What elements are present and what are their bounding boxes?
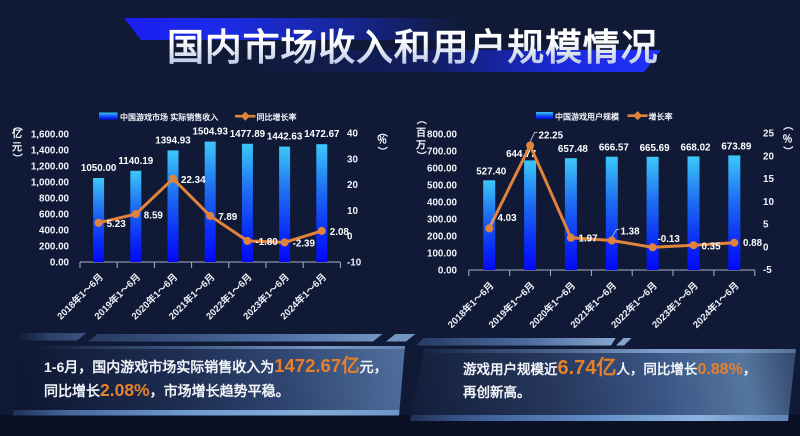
svg-text:5: 5 [763,220,769,231]
svg-text:元: 元 [12,142,22,154]
svg-text:4.03: 4.03 [498,213,518,224]
svg-text:666.57: 666.57 [599,143,630,154]
svg-text:400.00: 400.00 [427,198,458,209]
svg-text:中国游戏市场 实际销售收入: 中国游戏市场 实际销售收入 [120,112,218,122]
svg-text:0.88: 0.88 [743,238,763,249]
svg-text:）: ） [782,146,795,156]
svg-text:10: 10 [347,206,358,217]
svg-text:％: ％ [783,134,793,146]
svg-text:20: 20 [763,151,774,162]
svg-text:657.48: 657.48 [558,144,589,155]
svg-text:20: 20 [347,180,358,191]
svg-text:中国游戏用户规模: 中国游戏用户规模 [555,112,620,122]
svg-text:百: 百 [416,127,426,139]
svg-text:1.38: 1.38 [621,227,641,238]
svg-text:200.00: 200.00 [427,232,458,243]
svg-text:100.00: 100.00 [427,249,458,260]
svg-text:1472.67: 1472.67 [304,129,340,140]
svg-text:1,000.00: 1,000.00 [31,178,70,189]
svg-text:增长率: 增长率 [649,112,673,122]
svg-text:40: 40 [347,129,358,140]
svg-text:673.89: 673.89 [721,141,752,152]
svg-text:0.35: 0.35 [702,242,722,253]
svg-text:644.77: 644.77 [506,149,537,160]
svg-text:22.25: 22.25 [539,131,564,142]
svg-text:25: 25 [763,129,774,140]
svg-text:1,600.00: 1,600.00 [31,130,70,141]
svg-text:600.00: 600.00 [39,210,70,221]
svg-text:1504.93: 1504.93 [192,127,228,138]
svg-text:0: 0 [763,242,769,253]
svg-text:527.40: 527.40 [476,166,507,177]
svg-text:1477.89: 1477.89 [230,129,266,140]
svg-text:10: 10 [763,197,774,208]
svg-text:-1.80: -1.80 [255,237,278,248]
svg-text:0.00: 0.00 [438,266,458,277]
svg-text:2.08: 2.08 [330,227,350,238]
svg-text:1050.00: 1050.00 [81,163,117,174]
svg-text:同比增长率: 同比增长率 [257,112,297,122]
svg-text:7.89: 7.89 [218,212,238,223]
svg-text:万: 万 [415,140,426,152]
svg-text:-5: -5 [763,265,772,276]
svg-text:700.00: 700.00 [427,147,458,158]
svg-text:（: （ [415,115,428,125]
svg-text:8.59: 8.59 [144,210,164,221]
svg-text:亿: 亿 [12,127,22,140]
svg-text:％: ％ [377,135,387,147]
svg-text:1.97: 1.97 [579,234,599,245]
svg-text:400.00: 400.00 [39,226,70,237]
svg-text:800.00: 800.00 [39,194,70,205]
svg-text:665.69: 665.69 [640,143,671,154]
svg-text:-0.13: -0.13 [658,234,681,245]
svg-text:1442.63: 1442.63 [267,132,303,143]
svg-text:-2.39: -2.39 [293,239,316,250]
svg-text:15: 15 [763,174,774,185]
svg-text:500.00: 500.00 [427,181,458,192]
svg-text:30: 30 [347,154,358,165]
svg-text:1140.19: 1140.19 [118,156,153,167]
svg-text:5.23: 5.23 [107,219,127,230]
svg-text:（: （ [782,120,795,130]
svg-text:）: ） [415,151,428,161]
svg-text:）: ） [376,146,389,156]
svg-text:（: （ [376,127,389,137]
svg-text:800.00: 800.00 [427,130,458,141]
svg-text:-10: -10 [347,258,362,269]
svg-text:1,400.00: 1,400.00 [31,146,70,157]
svg-text:1,200.00: 1,200.00 [31,162,70,173]
svg-text:200.00: 200.00 [39,242,70,253]
svg-text:600.00: 600.00 [427,164,458,175]
svg-text:300.00: 300.00 [427,215,458,226]
svg-text:22.34: 22.34 [181,175,206,186]
svg-text:（: （ [11,121,24,131]
svg-text:1394.93: 1394.93 [155,135,191,146]
svg-text:）: ） [11,153,24,163]
svg-text:668.02: 668.02 [681,142,712,153]
svg-text:0.00: 0.00 [50,258,70,269]
svg-text:0: 0 [347,232,353,243]
